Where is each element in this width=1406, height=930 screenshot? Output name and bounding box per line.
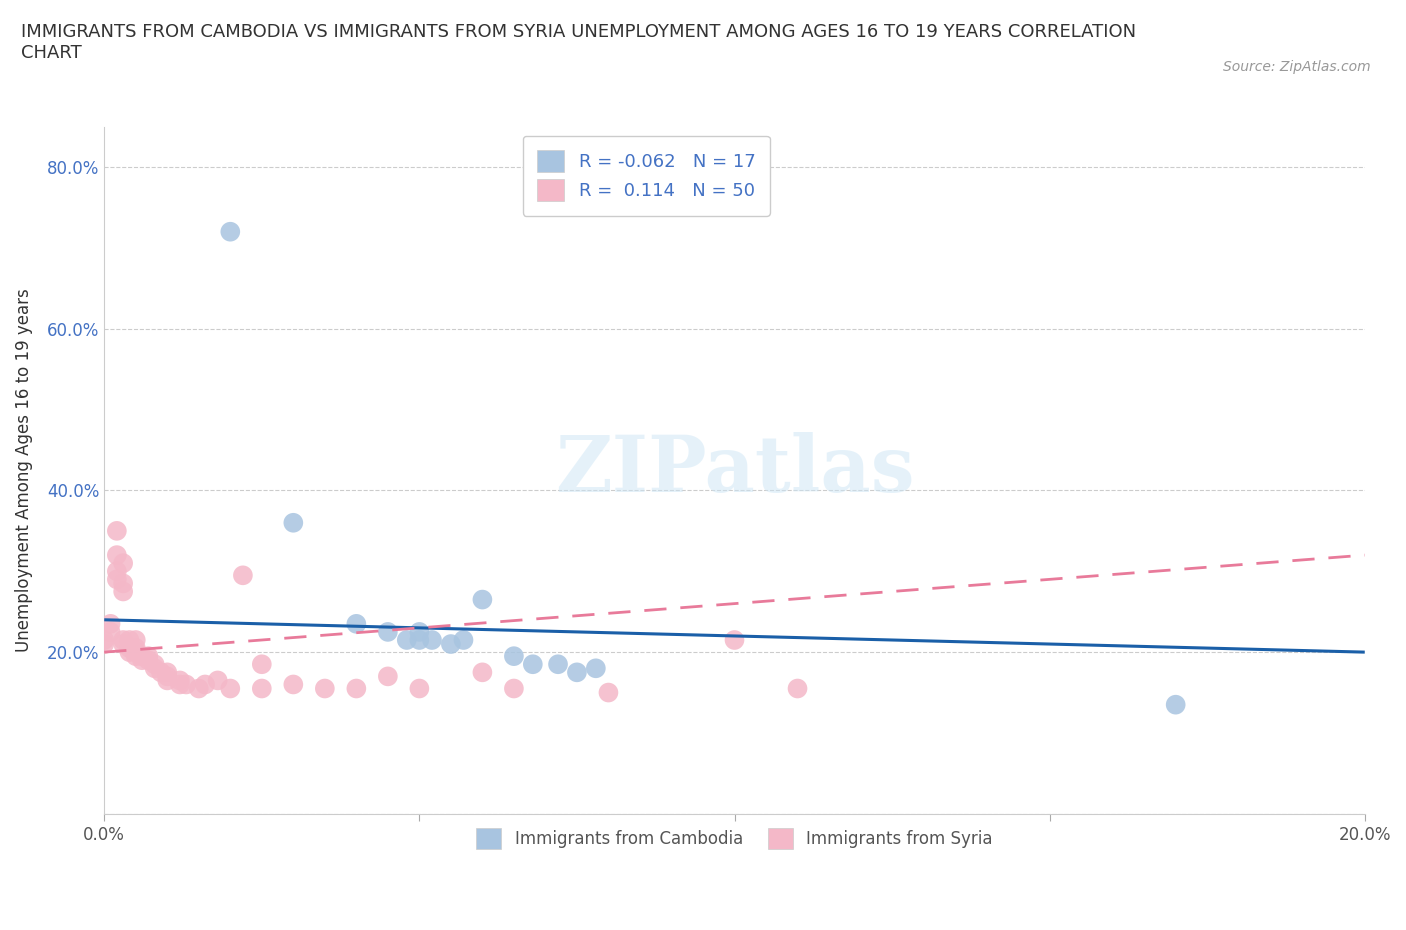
Point bbox=[112, 637, 135, 652]
Point bbox=[125, 641, 148, 656]
Point bbox=[547, 657, 569, 671]
Point bbox=[138, 649, 160, 664]
Point bbox=[786, 681, 808, 696]
Point bbox=[118, 632, 141, 647]
Point bbox=[156, 673, 179, 688]
Text: ZIPatlas: ZIPatlas bbox=[555, 432, 914, 508]
Point bbox=[93, 632, 115, 647]
Point bbox=[125, 649, 148, 664]
Point bbox=[112, 556, 135, 571]
Point bbox=[453, 632, 475, 647]
Point bbox=[112, 576, 135, 591]
Point bbox=[169, 677, 191, 692]
Point bbox=[565, 665, 588, 680]
Point bbox=[131, 653, 153, 668]
Point bbox=[112, 632, 135, 647]
Point bbox=[105, 548, 128, 563]
Point bbox=[377, 669, 399, 684]
Point bbox=[156, 669, 179, 684]
Point bbox=[723, 632, 745, 647]
Point bbox=[149, 665, 172, 680]
Point bbox=[112, 584, 135, 599]
Point bbox=[138, 653, 160, 668]
Point bbox=[143, 661, 166, 676]
Point bbox=[232, 568, 254, 583]
Text: IMMIGRANTS FROM CAMBODIA VS IMMIGRANTS FROM SYRIA UNEMPLOYMENT AMONG AGES 16 TO : IMMIGRANTS FROM CAMBODIA VS IMMIGRANTS F… bbox=[21, 23, 1136, 62]
Point bbox=[219, 224, 242, 239]
Point bbox=[408, 681, 430, 696]
Point bbox=[420, 632, 443, 647]
Point bbox=[395, 632, 418, 647]
Point bbox=[408, 624, 430, 639]
Point bbox=[143, 657, 166, 671]
Point bbox=[174, 677, 197, 692]
Point bbox=[105, 572, 128, 587]
Point bbox=[118, 641, 141, 656]
Point bbox=[440, 637, 463, 652]
Point bbox=[194, 677, 217, 692]
Point bbox=[314, 681, 336, 696]
Point bbox=[1164, 698, 1187, 712]
Point bbox=[503, 649, 526, 664]
Point bbox=[105, 524, 128, 538]
Point bbox=[219, 681, 242, 696]
Point bbox=[598, 685, 620, 700]
Point bbox=[169, 673, 191, 688]
Point bbox=[408, 632, 430, 647]
Point bbox=[283, 677, 305, 692]
Point bbox=[187, 681, 209, 696]
Point bbox=[585, 661, 607, 676]
Point bbox=[377, 624, 399, 639]
Point bbox=[250, 657, 273, 671]
Y-axis label: Unemployment Among Ages 16 to 19 years: Unemployment Among Ages 16 to 19 years bbox=[15, 288, 32, 652]
Point bbox=[93, 637, 115, 652]
Text: Source: ZipAtlas.com: Source: ZipAtlas.com bbox=[1223, 60, 1371, 74]
Point bbox=[344, 681, 367, 696]
Point bbox=[207, 673, 229, 688]
Point bbox=[100, 624, 122, 639]
Point bbox=[471, 592, 494, 607]
Point bbox=[283, 515, 305, 530]
Point bbox=[344, 617, 367, 631]
Point bbox=[105, 564, 128, 578]
Point bbox=[156, 665, 179, 680]
Point bbox=[503, 681, 526, 696]
Point bbox=[471, 665, 494, 680]
Point bbox=[118, 644, 141, 659]
Point bbox=[250, 681, 273, 696]
Point bbox=[125, 632, 148, 647]
Point bbox=[100, 617, 122, 631]
Point bbox=[125, 644, 148, 659]
Point bbox=[131, 649, 153, 664]
Point bbox=[522, 657, 544, 671]
Legend: Immigrants from Cambodia, Immigrants from Syria: Immigrants from Cambodia, Immigrants fro… bbox=[468, 820, 1001, 857]
